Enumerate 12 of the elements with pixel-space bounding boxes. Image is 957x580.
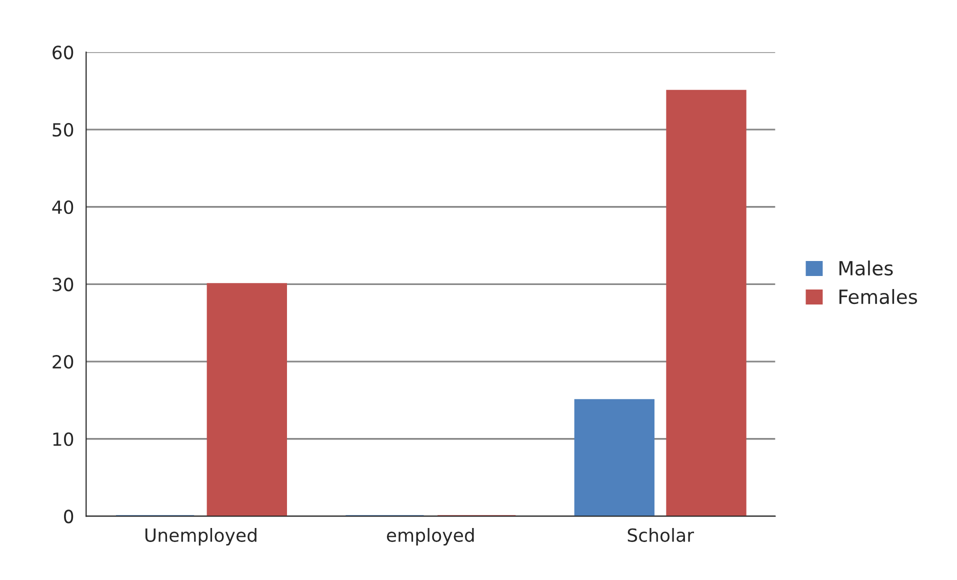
legend-label: Females bbox=[839, 289, 918, 304]
x-tick-label: Unemployed bbox=[145, 528, 256, 546]
y-tick-label: 50 bbox=[52, 122, 74, 137]
y-tick-label: 10 bbox=[53, 432, 74, 446]
y-tick-label: 0 bbox=[64, 510, 74, 524]
y-tick-label: 20 bbox=[52, 354, 74, 369]
legend-label: Males bbox=[839, 260, 893, 276]
y-tick-label: 40 bbox=[52, 200, 74, 214]
x-tick-label: Scholar bbox=[628, 528, 694, 542]
y-tick-label: 30 bbox=[52, 278, 74, 292]
y-tick-label: 60 bbox=[52, 46, 74, 60]
x-tick-label: employed bbox=[386, 528, 474, 546]
